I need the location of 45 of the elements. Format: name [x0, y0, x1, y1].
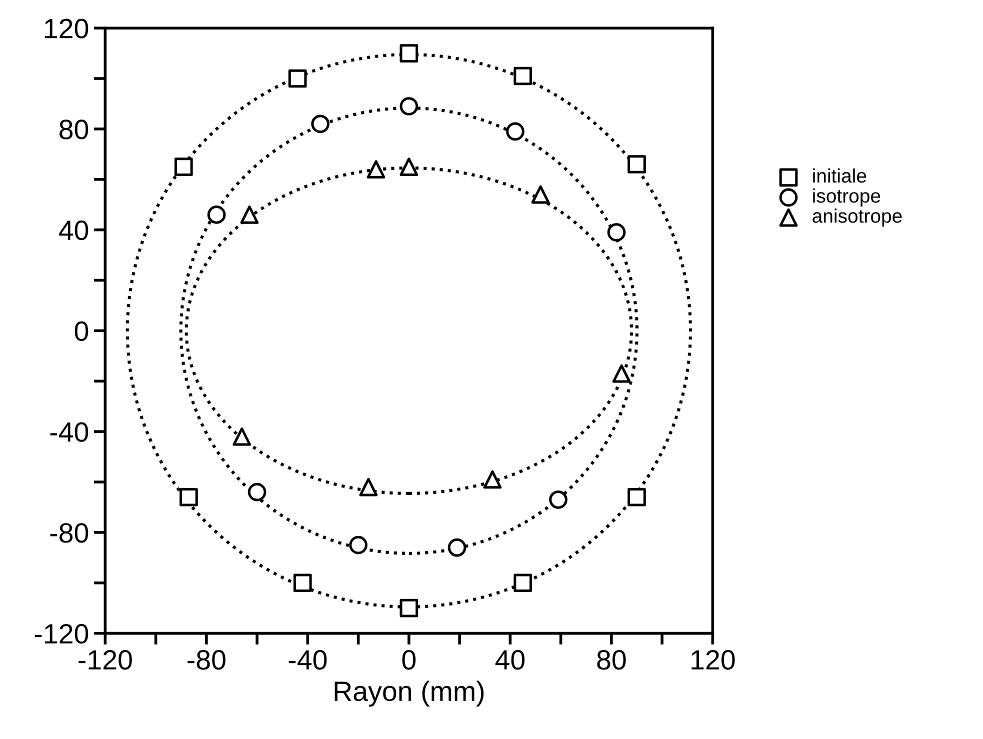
- legend-label: isotrope: [813, 188, 880, 207]
- point: [531, 185, 550, 204]
- point: [174, 158, 193, 176]
- point: [400, 598, 418, 618]
- point: [514, 574, 532, 592]
- x-tick-label: -120: [78, 650, 132, 670]
- point: [400, 158, 418, 176]
- point: [628, 155, 646, 174]
- y-tick-label: -40: [50, 422, 88, 442]
- x-tick-label: 120: [692, 650, 735, 670]
- point: [549, 490, 568, 509]
- point: [359, 478, 378, 496]
- point: [506, 122, 524, 141]
- y-tick-label: 80: [60, 120, 88, 140]
- x-tick-label: 40: [495, 650, 525, 670]
- x-tick-label: 0: [402, 650, 416, 670]
- y-tick-label: 120: [44, 18, 88, 38]
- point: [240, 206, 259, 224]
- x-tick-label: -80: [188, 650, 226, 670]
- y-tick-label: -120: [34, 624, 88, 644]
- point: [448, 538, 466, 557]
- point: [232, 427, 252, 446]
- legend-label: anisotrope: [812, 208, 902, 227]
- legend-label: initiale: [813, 168, 866, 183]
- point: [248, 482, 266, 502]
- x-tick-label: 80: [597, 650, 626, 670]
- point: [628, 488, 646, 506]
- point: [349, 536, 368, 554]
- point: [514, 66, 532, 86]
- y-tick-label: -80: [50, 523, 88, 543]
- y-tick-label: 0: [74, 321, 88, 342]
- point: [483, 470, 502, 489]
- point: [293, 574, 312, 592]
- point: [400, 44, 418, 62]
- y-tick-label: 40: [58, 220, 88, 240]
- point: [366, 160, 386, 178]
- point: [311, 114, 330, 134]
- point: [180, 488, 198, 506]
- x-tick-label: -40: [288, 650, 327, 670]
- x-axis-title: Rayon (mm): [334, 680, 484, 707]
- point: [612, 364, 631, 383]
- point: [207, 206, 226, 224]
- point: [607, 223, 626, 242]
- point: [400, 97, 418, 116]
- point: [288, 69, 307, 88]
